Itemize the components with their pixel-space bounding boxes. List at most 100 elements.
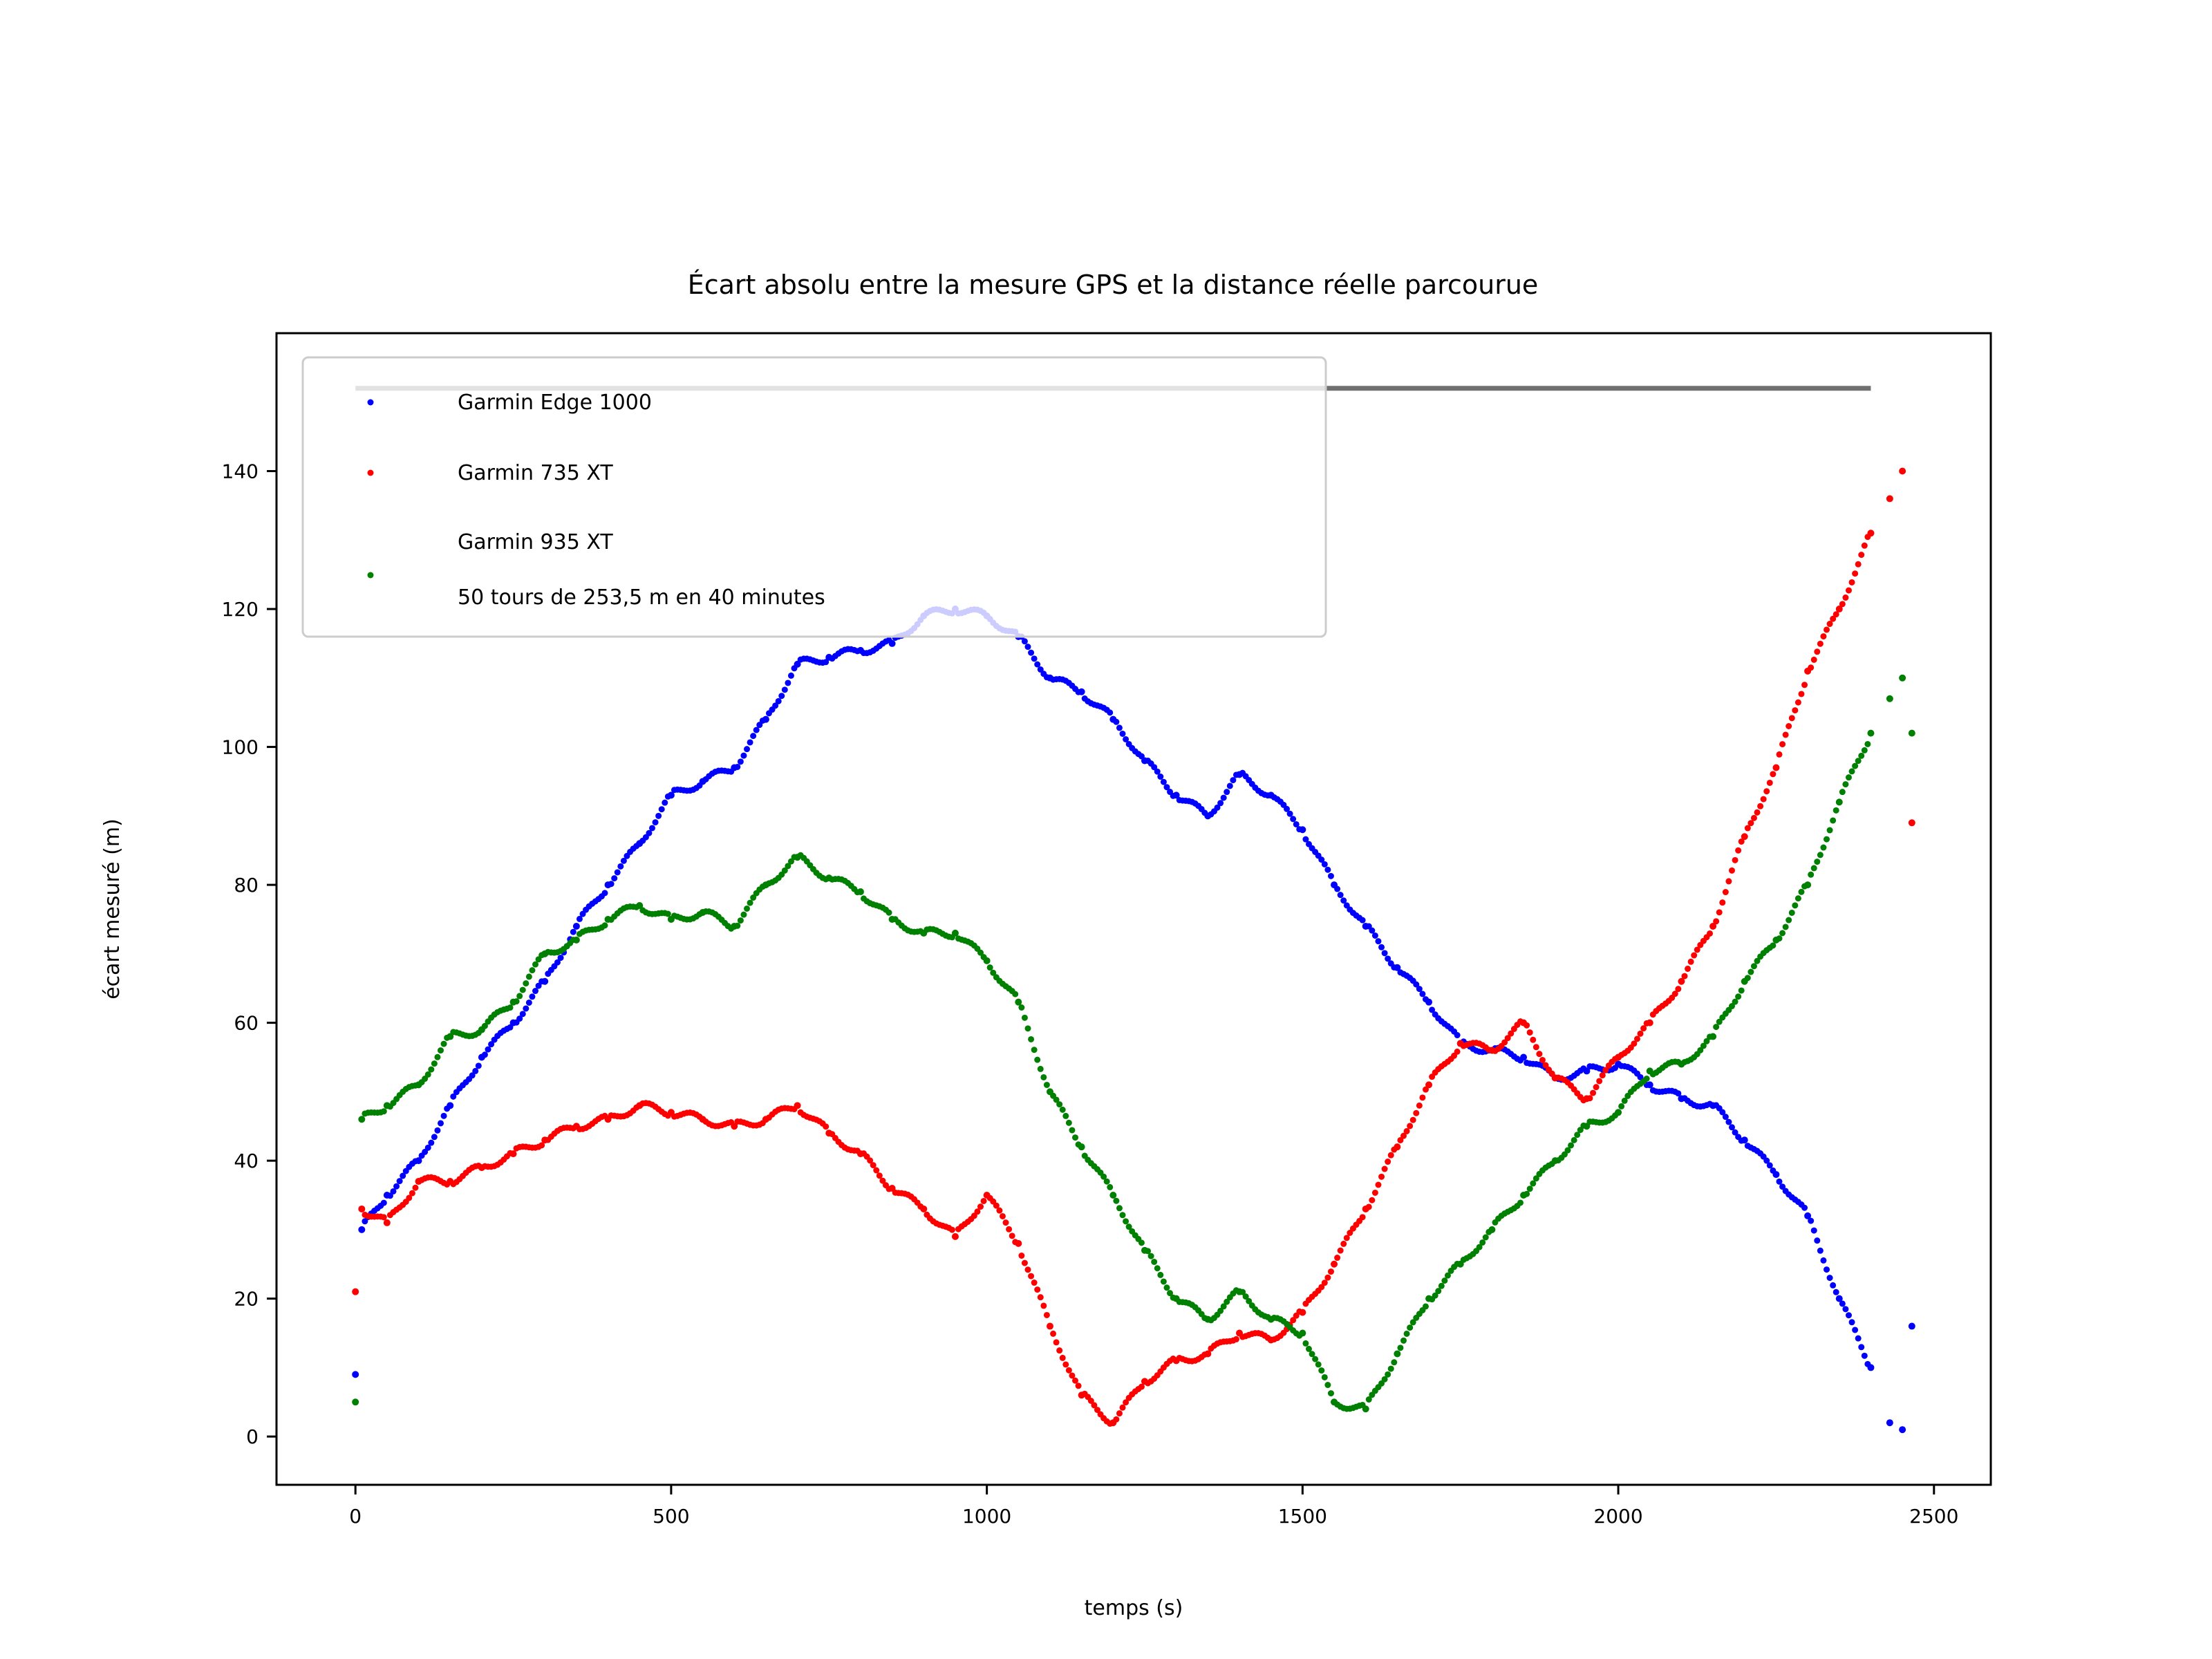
data-point xyxy=(1517,1199,1524,1206)
data-point xyxy=(1138,1239,1145,1246)
data-point xyxy=(1422,1303,1429,1310)
data-point xyxy=(1375,1181,1382,1188)
data-point xyxy=(1637,1030,1644,1037)
data-point xyxy=(1075,1382,1082,1389)
data-point xyxy=(1321,1374,1328,1380)
data-point xyxy=(1145,1248,1152,1255)
data-point xyxy=(1817,852,1824,859)
data-point xyxy=(1526,1185,1533,1192)
data-point xyxy=(1113,718,1120,725)
data-point xyxy=(1602,1067,1609,1074)
data-point xyxy=(823,1123,830,1130)
data-point xyxy=(1040,1302,1047,1309)
data-point xyxy=(1293,821,1300,827)
data-point xyxy=(737,758,744,765)
data-point xyxy=(1574,1132,1581,1138)
data-point xyxy=(1009,1232,1015,1239)
data-point xyxy=(1848,1319,1855,1326)
data-point xyxy=(1826,1275,1833,1282)
series-1 xyxy=(352,467,1915,1427)
data-point xyxy=(1028,1273,1035,1280)
data-point xyxy=(1400,1337,1407,1344)
data-point xyxy=(1852,762,1859,769)
data-point xyxy=(731,1123,738,1130)
data-point xyxy=(1792,707,1799,714)
data-point xyxy=(1204,1350,1212,1358)
data-point xyxy=(662,799,668,806)
data-point xyxy=(1779,741,1786,748)
data-point xyxy=(380,1214,387,1221)
data-point xyxy=(1371,932,1378,939)
data-point xyxy=(1776,751,1783,758)
data-point xyxy=(1394,1350,1401,1358)
data-point xyxy=(1113,1416,1120,1423)
data-point xyxy=(1709,1033,1717,1040)
series-layer xyxy=(352,467,1915,1434)
data-point xyxy=(1835,798,1843,806)
data-point xyxy=(646,830,653,836)
data-point xyxy=(1031,655,1038,662)
data-point xyxy=(1318,1284,1325,1291)
data-point xyxy=(1305,1345,1312,1352)
data-point xyxy=(1779,930,1786,937)
data-point xyxy=(1365,1203,1372,1210)
data-point xyxy=(1571,1136,1577,1143)
data-point xyxy=(1675,986,1682,993)
data-point xyxy=(1441,1277,1448,1284)
data-point xyxy=(1224,1298,1230,1305)
data-point xyxy=(1318,856,1325,863)
data-point xyxy=(974,1208,981,1215)
data-point xyxy=(787,858,794,865)
data-point xyxy=(572,936,580,944)
data-point xyxy=(1839,789,1846,796)
data-point xyxy=(1744,825,1751,832)
data-point xyxy=(1378,944,1385,950)
x-axis-label: temps (s) xyxy=(1085,1596,1183,1620)
data-point xyxy=(1788,909,1795,916)
data-point xyxy=(1138,1383,1145,1390)
data-point xyxy=(362,1218,368,1225)
data-point xyxy=(1782,731,1789,738)
data-point xyxy=(1407,1324,1414,1331)
data-point xyxy=(1365,923,1372,930)
data-point xyxy=(1312,1356,1319,1362)
data-point xyxy=(888,639,896,647)
data-point xyxy=(1593,1084,1600,1091)
data-point xyxy=(1432,1292,1438,1299)
data-point xyxy=(1757,803,1764,809)
data-point xyxy=(472,1067,479,1074)
data-point xyxy=(1107,1183,1114,1190)
data-point xyxy=(1646,1019,1653,1027)
data-point xyxy=(1226,782,1233,789)
data-point xyxy=(1394,964,1401,971)
data-point xyxy=(1327,1268,1334,1275)
data-point xyxy=(951,1232,959,1240)
data-point xyxy=(1808,664,1815,671)
data-point xyxy=(1387,1152,1394,1159)
data-point xyxy=(1732,1129,1738,1136)
y-tick-label: 120 xyxy=(222,598,259,621)
data-point xyxy=(1703,1038,1710,1044)
data-point xyxy=(1725,878,1732,885)
legend-box xyxy=(301,356,1327,638)
data-point xyxy=(1700,1042,1707,1049)
data-point xyxy=(1094,1407,1100,1414)
data-point xyxy=(1037,666,1044,673)
data-point xyxy=(1391,1359,1398,1366)
data-point xyxy=(999,1212,1006,1219)
data-point xyxy=(1643,1075,1650,1082)
data-point xyxy=(1824,836,1830,843)
chart-title: Écart absolu entre la mesure GPS et la d… xyxy=(688,270,1539,300)
data-point xyxy=(409,1190,415,1197)
data-point xyxy=(1794,895,1801,902)
data-point xyxy=(572,922,580,930)
data-point xyxy=(1103,1178,1110,1185)
data-point xyxy=(1719,1109,1726,1116)
y-tick-label: 0 xyxy=(246,1425,259,1448)
data-point xyxy=(1615,1109,1622,1116)
data-point xyxy=(1409,1319,1416,1326)
data-point xyxy=(1381,1165,1388,1172)
data-point xyxy=(856,888,864,896)
data-point xyxy=(1814,1237,1821,1244)
